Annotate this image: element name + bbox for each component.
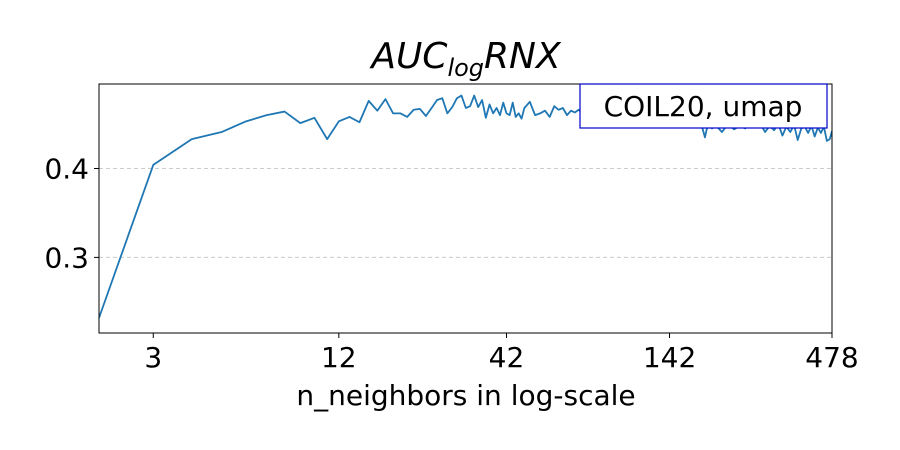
x-tick-label: 142 bbox=[643, 341, 696, 374]
y-tick-label: 0.3 bbox=[44, 241, 89, 274]
chart-title-main: AUC bbox=[369, 36, 448, 77]
axis-ticks: 0.3 0.4 3 12 42 142 478 bbox=[44, 152, 858, 374]
x-axis-label: n_neighbors in log-scale bbox=[296, 379, 635, 412]
y-tick-label: 0.4 bbox=[44, 152, 89, 185]
chart-title-rest: RNX bbox=[484, 36, 562, 77]
chart-title: AUClogRNX bbox=[369, 36, 562, 82]
plot-frame bbox=[98, 83, 833, 334]
x-tick-label: 3 bbox=[144, 341, 162, 374]
chart-title-subscript: log bbox=[447, 54, 484, 82]
grid-lines bbox=[99, 167, 832, 258]
x-tick-label: 478 bbox=[805, 341, 858, 374]
legend-box bbox=[579, 83, 828, 129]
series-line bbox=[99, 94, 832, 319]
legend-label: COIL20, umap bbox=[604, 90, 803, 123]
series-layer bbox=[99, 94, 832, 319]
legend: COIL20, umap bbox=[579, 83, 828, 129]
x-tick-label: 12 bbox=[321, 341, 357, 374]
x-tick-label: 42 bbox=[489, 341, 525, 374]
